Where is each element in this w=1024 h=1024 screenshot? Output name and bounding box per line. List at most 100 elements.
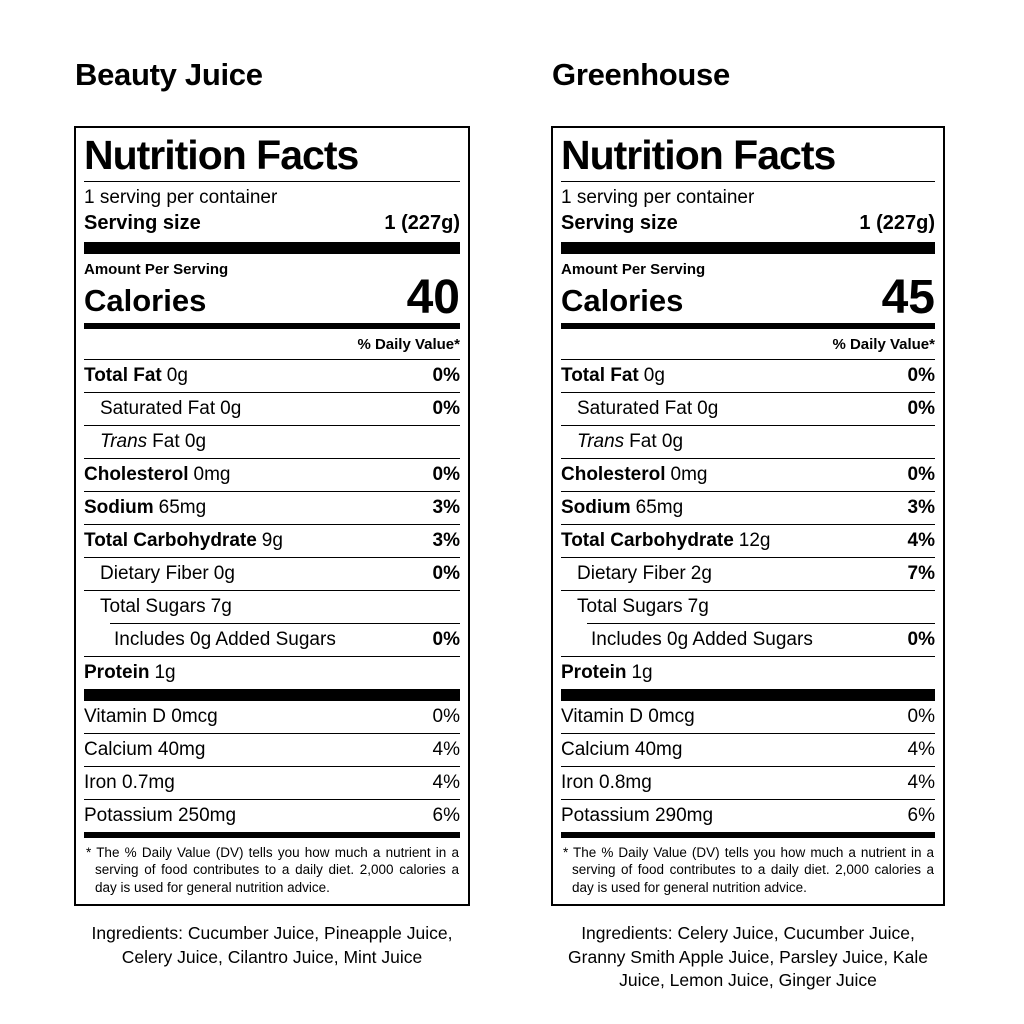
nutrient-amount: Fat 0g	[152, 430, 207, 452]
nutrient-name: Sodium	[84, 496, 154, 518]
nutrient-dv: 0%	[432, 628, 460, 650]
divider-medium	[84, 322, 460, 329]
nutrient-amount: 0g	[220, 397, 242, 419]
nutrient-dv: 3%	[907, 496, 935, 518]
nutrition-facts-heading: Nutrition Facts	[84, 133, 460, 183]
nutrient-amount: 9g	[261, 529, 283, 551]
nutrient-row-total-fat: Total Fat 0g 0%	[84, 360, 460, 393]
divider-thick	[84, 242, 460, 255]
nutrient-dv: 0%	[432, 397, 460, 419]
nutrition-facts-panel: Nutrition Facts 1 serving per container …	[551, 126, 945, 907]
amount-per-serving-label: Amount Per Serving	[84, 261, 229, 279]
vitamin-name: Vitamin D 0mcg	[84, 705, 218, 727]
vitamin-name: Calcium 40mg	[561, 738, 683, 760]
vitamin-row-calcium: Calcium 40mg 4%	[84, 734, 460, 767]
divider-thick	[561, 688, 935, 701]
vitamin-row-potassium: Potassium 290mg 6%	[561, 800, 935, 832]
daily-value-header: % Daily Value*	[561, 329, 935, 360]
nutrient-amount: 65mg	[158, 496, 207, 518]
nutrient-dv: 0%	[907, 463, 935, 485]
divider-medium	[561, 831, 935, 838]
vitamin-name: Calcium 40mg	[84, 738, 206, 760]
nutrient-row-dietary-fiber: Dietary Fiber 2g 7%	[561, 558, 935, 591]
nutrient-dv: 0%	[432, 562, 460, 584]
serving-size-row: Serving size 1 (227g)	[84, 209, 460, 242]
nutrient-row-added-sugars: Includes 0g Added Sugars 0%	[84, 624, 460, 657]
vitamin-dv: 6%	[907, 804, 935, 826]
nutrient-amount: 0g	[213, 562, 235, 584]
nutrient-row-sodium: Sodium 65mg 3%	[561, 492, 935, 525]
ingredients-text: Ingredients: Cucumber Juice, Pineapple J…	[91, 923, 453, 967]
nutrient-dv: 0%	[907, 628, 935, 650]
daily-value-header: % Daily Value*	[84, 329, 460, 360]
vitamin-dv: 4%	[432, 738, 460, 760]
vitamin-row-iron: Iron 0.7mg 4%	[84, 767, 460, 800]
calories-label: Calories	[561, 283, 684, 319]
divider-thick	[561, 242, 935, 255]
nutrient-row-total-carbohydrate: Total Carbohydrate 12g 4%	[561, 525, 935, 558]
serving-size-value: 1 (227g)	[384, 212, 460, 235]
nutrient-dv: 0%	[907, 397, 935, 419]
nutrient-name: Includes 0g Added Sugars	[591, 628, 813, 650]
vitamin-row-vitamin-d: Vitamin D 0mcg 0%	[84, 701, 460, 734]
nutrient-row-cholesterol: Cholesterol 0mg 0%	[561, 459, 935, 492]
nutrient-amount: 65mg	[635, 496, 684, 518]
nutrient-row-total-sugars: Total Sugars 7g	[561, 591, 935, 623]
vitamin-name: Potassium 290mg	[561, 804, 714, 826]
nutrient-name: Total Sugars	[577, 595, 683, 617]
nutrient-row-total-carbohydrate: Total Carbohydrate 9g 3%	[84, 525, 460, 558]
nutrient-row-total-fat: Total Fat 0g 0%	[561, 360, 935, 393]
nutrient-name: Saturated Fat	[577, 397, 693, 419]
nutrient-amount: 0g	[697, 397, 719, 419]
nutrient-name: Saturated Fat	[100, 397, 216, 419]
vitamin-dv: 0%	[432, 705, 460, 727]
serving-size-label: Serving size	[84, 212, 201, 235]
calories-row: Calories 40	[84, 271, 460, 325]
nutrient-amount: Fat 0g	[629, 430, 684, 452]
nutrient-amount: 1g	[154, 661, 176, 683]
product-title: Greenhouse	[552, 57, 730, 92]
nutrient-row-protein: Protein 1g	[84, 657, 460, 689]
product-title: Beauty Juice	[75, 57, 263, 92]
nutrient-row-total-sugars: Total Sugars 7g	[84, 591, 460, 623]
nutrient-amount: 7g	[687, 595, 709, 617]
calories-row: Calories 45	[561, 274, 935, 323]
nutrient-name: Total Fat	[561, 364, 639, 386]
nutrient-dv: 0%	[432, 364, 460, 386]
vitamin-dv: 4%	[432, 771, 460, 793]
nutrient-row-added-sugars: Includes 0g Added Sugars 0%	[561, 624, 935, 657]
nutrient-name: Dietary Fiber	[577, 562, 686, 584]
nutrient-amount: 7g	[210, 595, 232, 617]
nutrient-name: Protein	[84, 661, 150, 683]
servings-per-container: 1 serving per container	[561, 187, 755, 209]
vitamin-dv: 0%	[907, 705, 935, 727]
divider-indented	[110, 622, 460, 624]
nutrient-name: Total Carbohydrate	[84, 529, 257, 551]
nutrient-amount: 0mg	[193, 463, 231, 485]
nutrient-amount: 0g	[643, 364, 665, 386]
vitamin-row-iron: Iron 0.8mg 4%	[561, 767, 935, 800]
nutrition-facts-panel: Nutrition Facts 1 serving per container …	[74, 126, 470, 907]
servings-per-container: 1 serving per container	[84, 187, 278, 209]
nutrient-dv: 3%	[432, 496, 460, 518]
nutrient-amount: 1g	[631, 661, 653, 683]
nutrient-row-saturated-fat: Saturated Fat 0g 0%	[561, 393, 935, 426]
vitamin-dv: 6%	[432, 804, 460, 826]
nutrient-row-dietary-fiber: Dietary Fiber 0g 0%	[84, 558, 460, 591]
nutrient-dv: 7%	[907, 562, 935, 584]
amount-per-serving-label: Amount Per Serving	[561, 261, 706, 279]
nutrient-name: Total Fat	[84, 364, 162, 386]
vitamin-dv: 4%	[907, 738, 935, 760]
nutrient-name: Trans	[100, 430, 148, 452]
nutrient-amount: 0mg	[670, 463, 708, 485]
nutrient-dv: 4%	[907, 529, 935, 551]
calories-value: 40	[406, 271, 460, 325]
nutrient-row-cholesterol: Cholesterol 0mg 0%	[84, 459, 460, 492]
nutrient-row-trans-fat: Trans Fat 0g	[84, 426, 460, 459]
divider-thick	[84, 688, 460, 701]
vitamin-row-potassium: Potassium 250mg 6%	[84, 800, 460, 832]
nutrient-name: Cholesterol	[561, 463, 666, 485]
nutrient-name: Sodium	[561, 496, 631, 518]
vitamin-name: Iron 0.7mg	[84, 771, 175, 793]
nutrient-dv: 3%	[432, 529, 460, 551]
